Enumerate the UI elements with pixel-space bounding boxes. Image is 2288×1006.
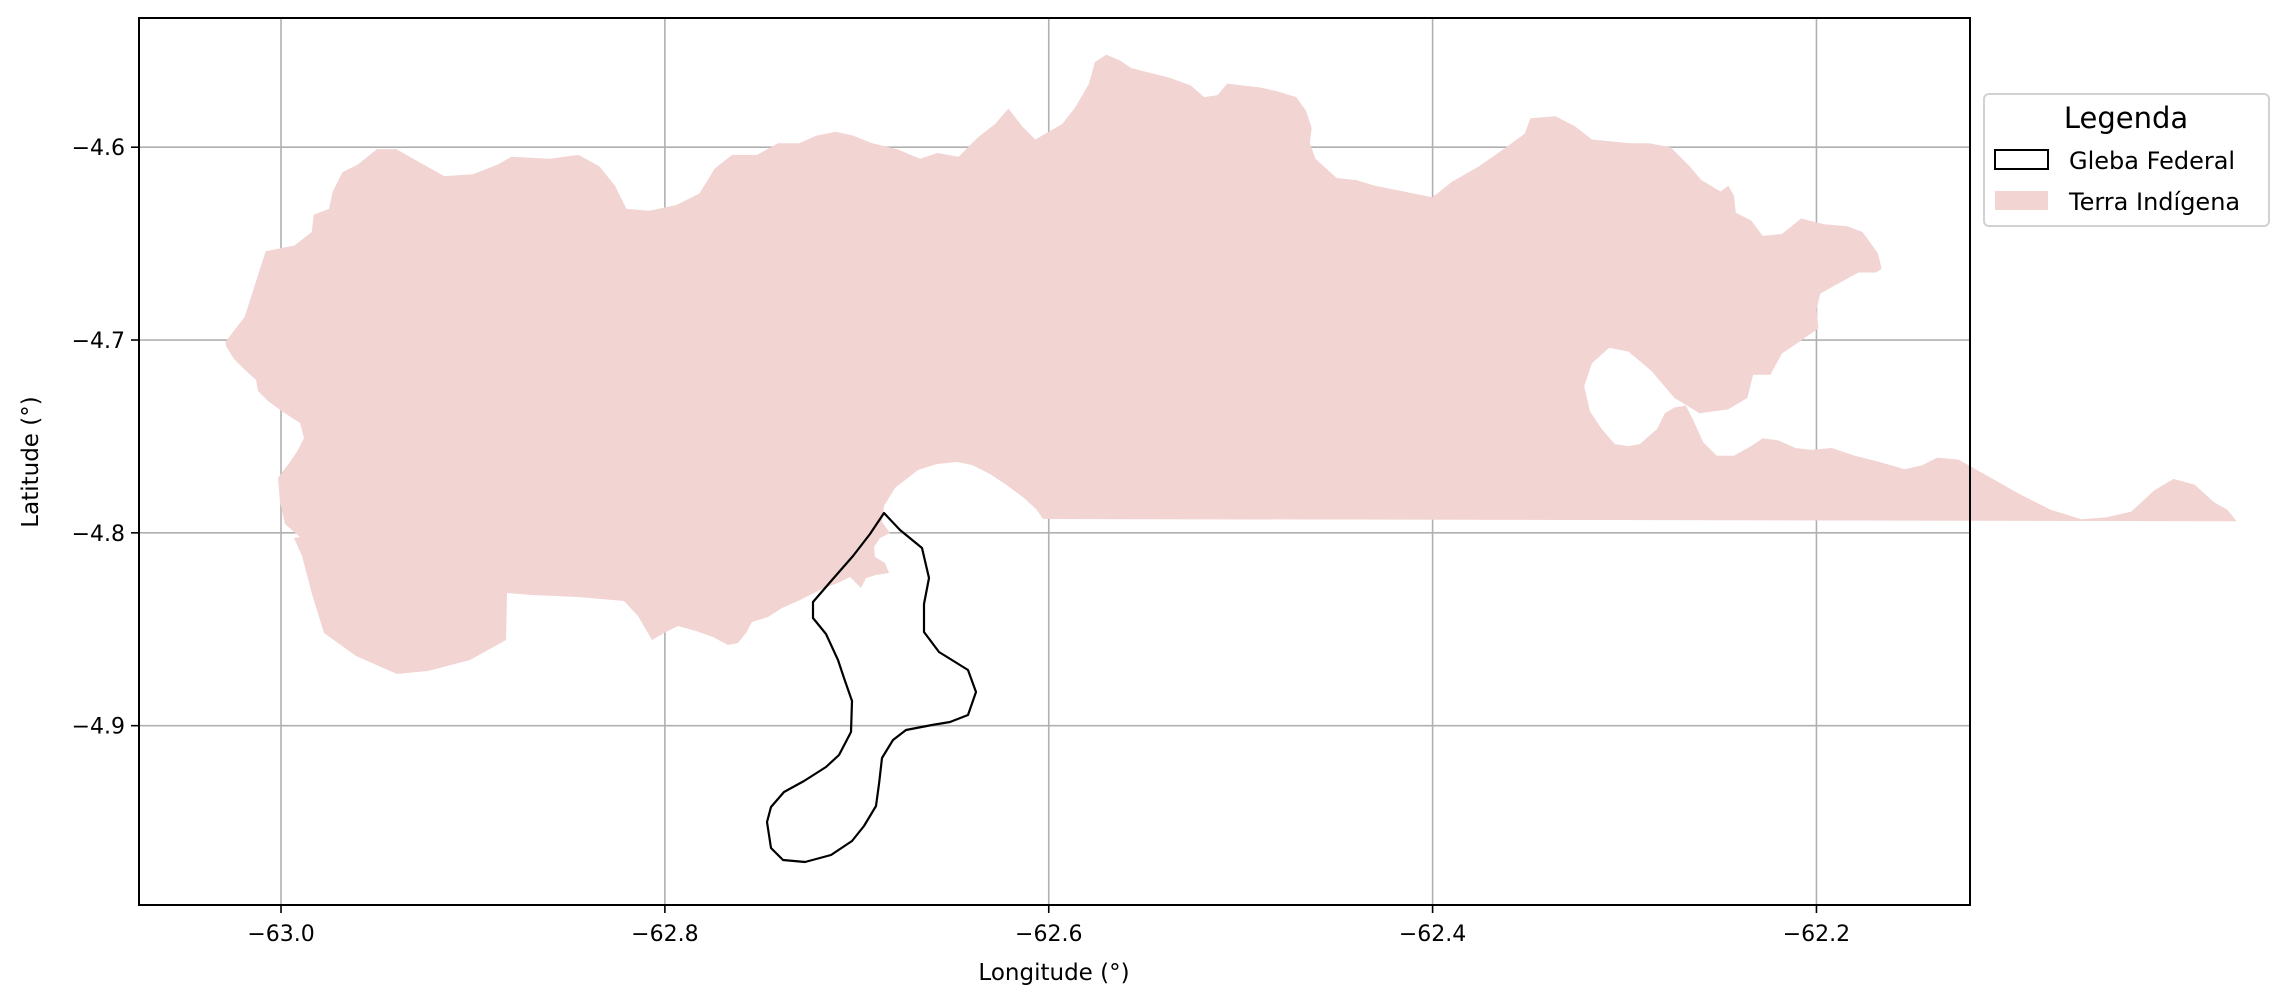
terra-indigena-layer xyxy=(225,54,2237,675)
legend-swatch-terra xyxy=(1995,191,2048,210)
x-tick-label: −62.8 xyxy=(631,922,698,947)
x-axis-ticks: −63.0 −62.8 −62.6 −62.4 −62.2 xyxy=(247,905,1850,947)
y-axis-label: Latitude (°) xyxy=(18,396,44,527)
y-axis-ticks: −4.6 −4.7 −4.8 −4.9 xyxy=(72,136,139,740)
terra-indigena-polygon xyxy=(225,54,2237,675)
legend-swatch-gleba xyxy=(1994,149,2049,170)
x-tick-label: −62.4 xyxy=(1399,922,1466,947)
y-tick-label: −4.7 xyxy=(72,329,125,354)
axes-frame xyxy=(138,17,1971,906)
x-tick-label: −62.2 xyxy=(1783,922,1850,947)
x-axis-label: Longitude (°) xyxy=(978,960,1129,986)
gleba-federal-layer xyxy=(765,511,978,864)
y-tick-label: −4.9 xyxy=(72,715,125,740)
legend-title: Legenda xyxy=(2064,101,2188,135)
gleba-federal-polygon xyxy=(765,511,978,864)
x-tick-label: −62.6 xyxy=(1015,922,1082,947)
legend: Legenda Gleba Federal Terra Indígena xyxy=(1983,93,2270,227)
legend-frame xyxy=(1983,93,2270,227)
legend-label-terra: Terra Indígena xyxy=(2068,188,2240,216)
y-tick-label: −4.8 xyxy=(72,522,125,547)
legend-label-gleba: Gleba Federal xyxy=(2069,147,2235,175)
x-tick-label: −63.0 xyxy=(247,922,314,947)
y-tick-label: −4.6 xyxy=(72,136,125,161)
